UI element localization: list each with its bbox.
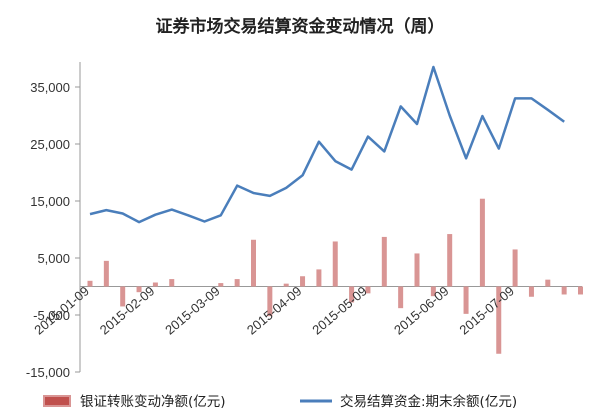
bar [561, 286, 567, 295]
y-tick-label: 5,000 [37, 251, 70, 266]
y-tick-label: 15,000 [30, 194, 70, 209]
bar [430, 286, 436, 297]
y-tick-label: 25,000 [30, 137, 70, 152]
y-axis-ticks: 35,000 25,000 15,000 5,000 -5,000 -15,000 [26, 80, 80, 380]
x-tick-label: 2015-05-09 [309, 283, 370, 337]
x-tick-label: 2015-03-09 [162, 283, 223, 337]
y-tick-label: -5,000 [33, 308, 70, 323]
bar [496, 286, 502, 354]
bar [87, 280, 93, 287]
bar [120, 286, 126, 307]
bar [512, 249, 518, 287]
bar [218, 283, 224, 287]
line-series [89, 65, 565, 224]
y-tick-label: -15,000 [26, 365, 70, 380]
x-axis-ticks: 2015-01-09 2015-02-09 2015-03-09 2015-04-09… [31, 283, 517, 337]
legend-label-bar: 银证转账变动净额(亿元) [80, 394, 226, 410]
bar [332, 241, 338, 287]
bar [169, 279, 175, 287]
bar [414, 253, 420, 287]
bar [283, 283, 289, 287]
bar [365, 286, 371, 294]
balance-line [89, 65, 565, 224]
bar [136, 286, 142, 293]
bar [381, 236, 387, 287]
bar-series [87, 198, 583, 354]
bar [349, 286, 355, 303]
bar [267, 286, 273, 317]
y-tick-label: 35,000 [30, 80, 70, 95]
bar [463, 286, 469, 314]
bar [251, 239, 256, 287]
bar [545, 279, 551, 287]
x-tick-label: 2015-04-09 [244, 283, 305, 337]
bar [234, 279, 240, 287]
bar [398, 286, 404, 309]
bar [447, 234, 453, 287]
legend-swatch-bar [43, 395, 71, 407]
bar [152, 282, 158, 287]
bar [479, 198, 485, 287]
bar [316, 269, 322, 287]
bar [578, 286, 583, 295]
bar [300, 276, 306, 287]
legend: 银证转账变动净额(亿元) 交易结算资金:期末余额(亿元) [43, 393, 517, 410]
bar [528, 286, 534, 297]
chart-title: 证券市场交易结算资金变动情况（周） [156, 16, 445, 37]
x-tick-label: 2015-02-09 [97, 283, 158, 337]
bar [103, 260, 109, 287]
legend-label-line: 交易结算资金:期末余额(亿元) [340, 393, 517, 410]
